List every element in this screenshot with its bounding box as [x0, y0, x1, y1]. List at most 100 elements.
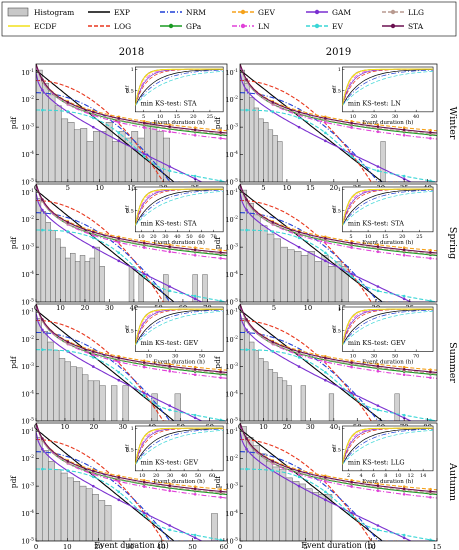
histogram-bar	[73, 481, 81, 541]
pdf-marker-ln	[324, 121, 327, 124]
inset-x-tick-label: 20	[190, 114, 196, 120]
legend-entry-nrm: NRM	[160, 8, 206, 17]
pdf-marker-sta	[168, 484, 171, 488]
x-tick-label: 10	[95, 184, 104, 192]
pdf-marker-ev	[324, 251, 327, 255]
pdf-marker-ev	[168, 528, 171, 532]
panel-frame	[35, 183, 228, 303]
pdf-marker-ln	[168, 250, 171, 254]
y-tick-label: 10-2	[21, 335, 34, 344]
histogram-bar	[267, 369, 274, 421]
panel-summer-2018: 10-110-210-310-410-50102030405060pdf0.51…	[9, 303, 228, 431]
pdf-marker-gev	[219, 248, 222, 252]
pdf-marker-gam	[92, 365, 95, 368]
panel-spring-2019: 10-110-210-310-410-50510152025pdf0.51510…	[213, 183, 438, 312]
y-axis-label: pdf	[213, 475, 222, 489]
inset-y-label: cdf	[124, 443, 130, 452]
y-tick-exponent: -1	[234, 188, 239, 194]
row-title-winter: Winter	[447, 107, 458, 140]
inset-y-tick-label: 1	[131, 426, 134, 432]
y-tick-exponent: -5	[30, 178, 35, 184]
pdf-marker-sta	[92, 350, 95, 353]
inset-plot-area	[135, 68, 224, 106]
legend-entry-histogram: Histogram	[7, 7, 74, 17]
pdf-curve-nrm	[36, 92, 227, 182]
panel-plot-area	[36, 184, 227, 302]
pdf-marker-ln	[168, 130, 171, 134]
histogram-bar	[36, 198, 42, 302]
pdf-marker-ev	[117, 251, 121, 255]
y-tick-label: 10-4	[21, 150, 34, 159]
histogram-bar	[36, 69, 43, 182]
pdf-marker-ev	[193, 174, 197, 178]
y-tick-exponent: -1	[234, 308, 239, 314]
panel-plot-area	[240, 184, 437, 302]
y-tick-exponent: -2	[30, 454, 35, 460]
y-tick-exponent: -1	[30, 68, 35, 74]
x-axis-label-2019: Event duration (h)	[301, 541, 376, 550]
pdf-marker-gev	[429, 248, 432, 252]
pdf-marker-sta	[168, 125, 171, 129]
legend-swatch	[7, 7, 29, 17]
inset-x-tick-label: 14	[420, 473, 426, 479]
y-tick-exponent: -2	[234, 454, 239, 460]
panel-frame	[239, 422, 438, 542]
y-tick-label: 10-5	[21, 178, 34, 187]
y-tick-exponent: -2	[30, 95, 35, 101]
inset-y-tick-label: 0.5	[333, 328, 341, 334]
pdf-marker-gev	[402, 246, 406, 250]
y-tick-label: 10-1	[21, 308, 34, 317]
inset-x-tick-label: 15	[174, 114, 180, 120]
cdf-curve-nrm	[342, 428, 434, 465]
pdf-marker-ev	[92, 475, 95, 479]
pdf-marker-gam	[193, 297, 197, 301]
y-tick-exponent: -2	[30, 335, 35, 341]
histogram-bar	[260, 225, 268, 302]
pdf-marker-ln	[376, 250, 380, 254]
pdf-marker-ev	[66, 230, 70, 233]
y-tick-exponent: -1	[30, 427, 35, 433]
histogram-bar	[266, 233, 275, 302]
histogram-bar	[73, 129, 81, 182]
inset-cdf: 0.5 1 10 20 30 40 cdf Event duration (h)	[331, 66, 434, 126]
inset-y-tick-label: 0.5	[126, 209, 134, 215]
histogram-bar	[300, 255, 309, 302]
pdf-marker-ev	[92, 236, 95, 240]
histogram-bar	[279, 469, 287, 541]
y-axis-label: pdf	[213, 236, 222, 250]
pdf-marker-sta	[297, 110, 301, 114]
x-tick-label: 50	[188, 543, 197, 550]
y-tick-label: 10-1	[225, 427, 238, 436]
pdf-marker-sta	[168, 364, 171, 368]
pdf-curve-nrm	[240, 212, 437, 302]
histogram-bar	[64, 361, 71, 421]
cdf-curve-ev	[342, 190, 434, 226]
pdf-marker-ev	[66, 110, 70, 113]
histogram-bar	[267, 129, 274, 182]
legend-frame	[1, 1, 457, 37]
pdf-marker-sta	[142, 121, 146, 125]
ks-test-label: min KS-test: LLG	[348, 459, 405, 467]
y-tick-label: 10-5	[21, 298, 34, 307]
inset-y-tick-label: 0.5	[126, 328, 134, 334]
histogram-bar	[42, 450, 49, 541]
ks-test-label: min KS-test: GEV	[141, 339, 199, 347]
pdf-marker-sta	[92, 230, 95, 234]
y-tick-exponent: -3	[234, 482, 239, 488]
pdf-marker-ln	[193, 373, 197, 377]
y-tick-label: 10-2	[225, 95, 238, 104]
x-tick-label: 30	[126, 543, 135, 550]
pdf-marker-sta	[297, 230, 301, 234]
x-tick-label: 10	[56, 304, 65, 312]
pdf-marker-sta	[271, 459, 275, 463]
x-tick-label: 30	[105, 304, 114, 312]
pdf-marker-ln	[376, 130, 380, 134]
pdf-marker-sta	[41, 198, 44, 201]
pdf-marker-sta	[245, 318, 248, 321]
pdf-marker-sta	[324, 476, 327, 479]
pdf-marker-sta	[429, 490, 432, 493]
histogram-bar	[112, 141, 119, 182]
pdf-marker-ln	[168, 489, 171, 493]
y-tick-label: 10-4	[21, 509, 34, 518]
pdf-marker-ev	[402, 174, 406, 178]
